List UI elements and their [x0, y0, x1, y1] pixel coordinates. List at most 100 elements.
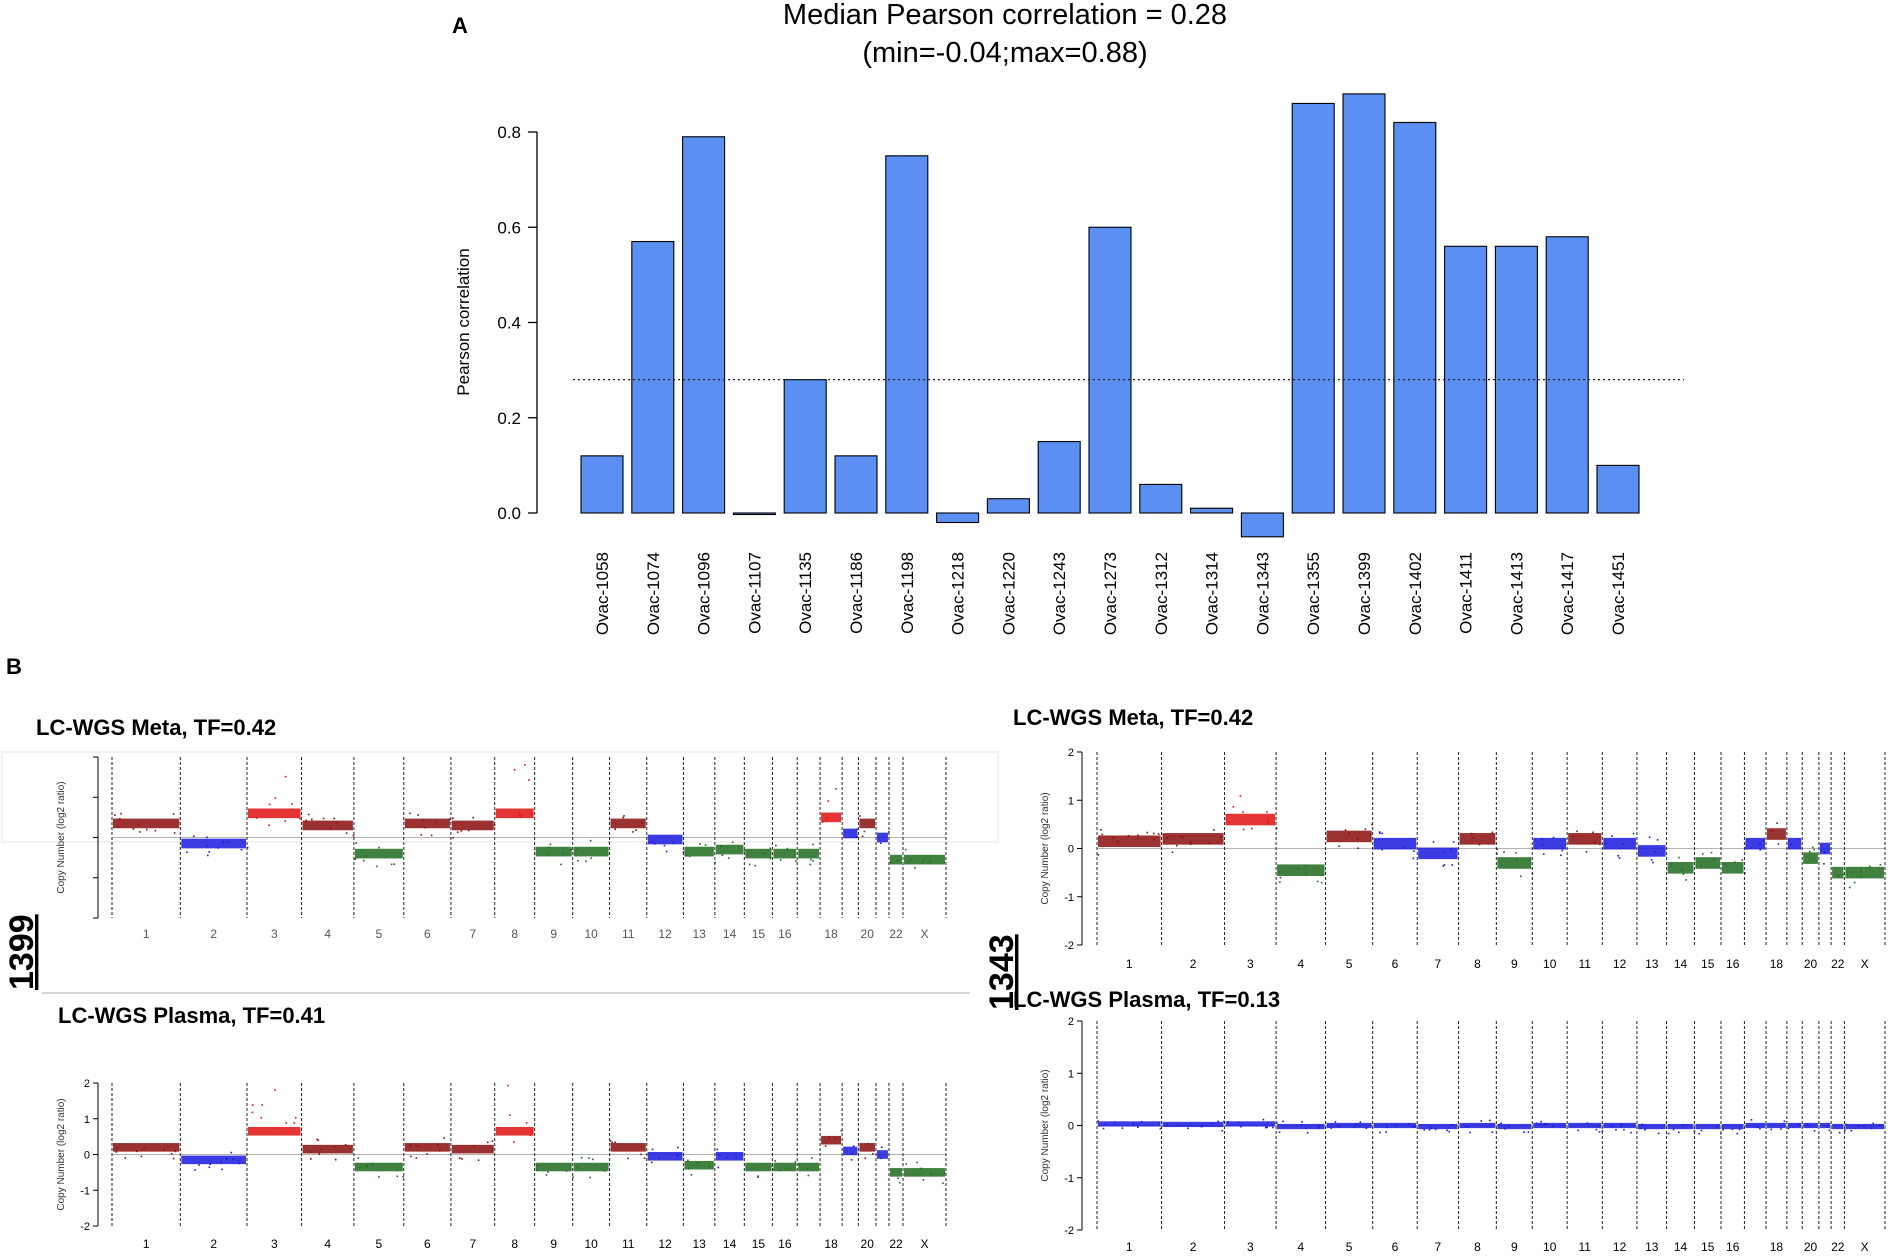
- chrom-label: X: [1861, 1240, 1869, 1254]
- cn-point: [355, 842, 358, 844]
- cn-point: [518, 812, 520, 814]
- cn-segment-points: [745, 848, 772, 859]
- cn-y-tick-label: 2: [1068, 1016, 1074, 1028]
- cn-point: [1560, 854, 1562, 857]
- cn-point: [1365, 1127, 1368, 1130]
- chrom-label: 8: [1474, 1240, 1481, 1254]
- cn-point: [1491, 1131, 1494, 1134]
- chrom-label: 4: [324, 1237, 331, 1251]
- cn-point: [1237, 1121, 1240, 1124]
- cn-point: [753, 1167, 756, 1169]
- cn-point: [194, 1169, 196, 1171]
- cn-point: [1428, 1128, 1431, 1131]
- bar-Ovac-1273: [1088, 226, 1132, 514]
- cn-segment-points: [113, 818, 180, 829]
- cn-segment-points: [1845, 866, 1884, 879]
- cn-point: [1615, 1128, 1617, 1131]
- cn-point: [415, 1157, 418, 1159]
- cn-point: [904, 848, 907, 851]
- cn-point: [651, 1148, 654, 1151]
- cn-point: [1465, 1126, 1467, 1128]
- cn-point: [688, 855, 691, 858]
- chrom-label: 7: [469, 927, 476, 941]
- cn-segment-points: [1745, 1122, 1766, 1129]
- bar-Ovac-1096: [682, 136, 726, 514]
- chrom-label: 6: [424, 927, 431, 941]
- cn-point: [452, 817, 454, 820]
- cn-segment-points: [354, 848, 403, 859]
- cn-segment-points: [859, 818, 876, 829]
- chrom-label: 5: [375, 927, 382, 941]
- cn-point: [1470, 832, 1473, 835]
- cn-point: [806, 1168, 809, 1170]
- cn-point: [775, 844, 777, 847]
- cn-point: [889, 861, 891, 864]
- chrom-label: 13: [692, 927, 706, 941]
- chrom-label: 15: [1701, 957, 1715, 971]
- bar-Ovac-1058: [580, 455, 624, 514]
- chrom-label: 20: [1804, 957, 1818, 971]
- chrom-label: 11: [1578, 957, 1591, 971]
- cn-point: [119, 818, 121, 820]
- cn-y-axis-label: Copy Number (log2 ratio): [56, 1098, 67, 1210]
- chrom-label: 16: [1726, 1240, 1740, 1254]
- cn-y-axis-label: Copy Number (log2 ratio): [1040, 792, 1051, 904]
- cn-point: [1870, 1127, 1873, 1130]
- cn-point: [1097, 854, 1100, 856]
- cn-segment-points: [1459, 833, 1496, 845]
- cn-segment-points: [1568, 833, 1602, 845]
- cn-point: [769, 847, 772, 850]
- cn-y-tick-label: 0: [84, 1150, 90, 1162]
- cn-point: [1790, 843, 1793, 846]
- chrom-label: 7: [469, 1237, 476, 1251]
- cn-point: [632, 831, 634, 833]
- chrom-label: 7: [1435, 1240, 1442, 1254]
- cn-point: [1523, 1131, 1525, 1133]
- chart-title-line2: (min=-0.04;max=0.88): [862, 37, 1147, 69]
- cn-point: [685, 855, 687, 857]
- cn-point: [856, 835, 858, 838]
- cn-point: [1672, 1128, 1675, 1131]
- plot-title-left-meta: LC-WGS Meta, TF=0.42: [36, 715, 276, 740]
- cn-point: [307, 813, 310, 816]
- chrom-label: 5: [1346, 1240, 1353, 1254]
- cn-point: [1654, 850, 1656, 853]
- cn-point: [293, 1122, 296, 1124]
- cn-segment-points: [773, 848, 797, 859]
- cn-point: [1478, 843, 1481, 846]
- cn-point: [378, 846, 380, 849]
- cn-point: [1434, 1128, 1437, 1131]
- cn-point: [1182, 836, 1184, 839]
- cn-point: [708, 1165, 711, 1168]
- cn-point: [208, 1166, 211, 1169]
- cn-point: [1187, 1127, 1189, 1130]
- cn-segment-points: [1803, 1122, 1818, 1129]
- cn-point: [237, 1159, 240, 1162]
- cn-point: [643, 1157, 646, 1159]
- cn-point: [310, 818, 313, 821]
- cn-point: [1869, 865, 1871, 868]
- cn-point: [251, 1104, 254, 1106]
- cn-point: [1386, 1126, 1388, 1129]
- cn-segment-points: [904, 1168, 945, 1177]
- cn-point: [1364, 828, 1367, 831]
- x-tick-label: Ovac-1417: [1558, 552, 1577, 635]
- cn-point: [1395, 1124, 1397, 1127]
- cn-point: [1379, 832, 1381, 834]
- cn-point: [727, 857, 730, 859]
- cn-point: [1443, 864, 1446, 866]
- cn-point: [1541, 844, 1544, 846]
- cn-segment-points: [302, 1144, 353, 1154]
- cn-point: [1611, 835, 1613, 837]
- cn-point: [322, 817, 325, 820]
- bar-Ovac-1413: [1494, 245, 1538, 514]
- cn-point: [898, 1182, 901, 1184]
- cn-point: [1496, 852, 1498, 855]
- cn-point: [1217, 1120, 1219, 1123]
- chrom-label: 10: [584, 1237, 598, 1251]
- bar-Ovac-1343: [1240, 512, 1284, 538]
- cn-point: [576, 848, 579, 851]
- cn-point: [140, 1155, 143, 1158]
- cn-point: [305, 819, 308, 822]
